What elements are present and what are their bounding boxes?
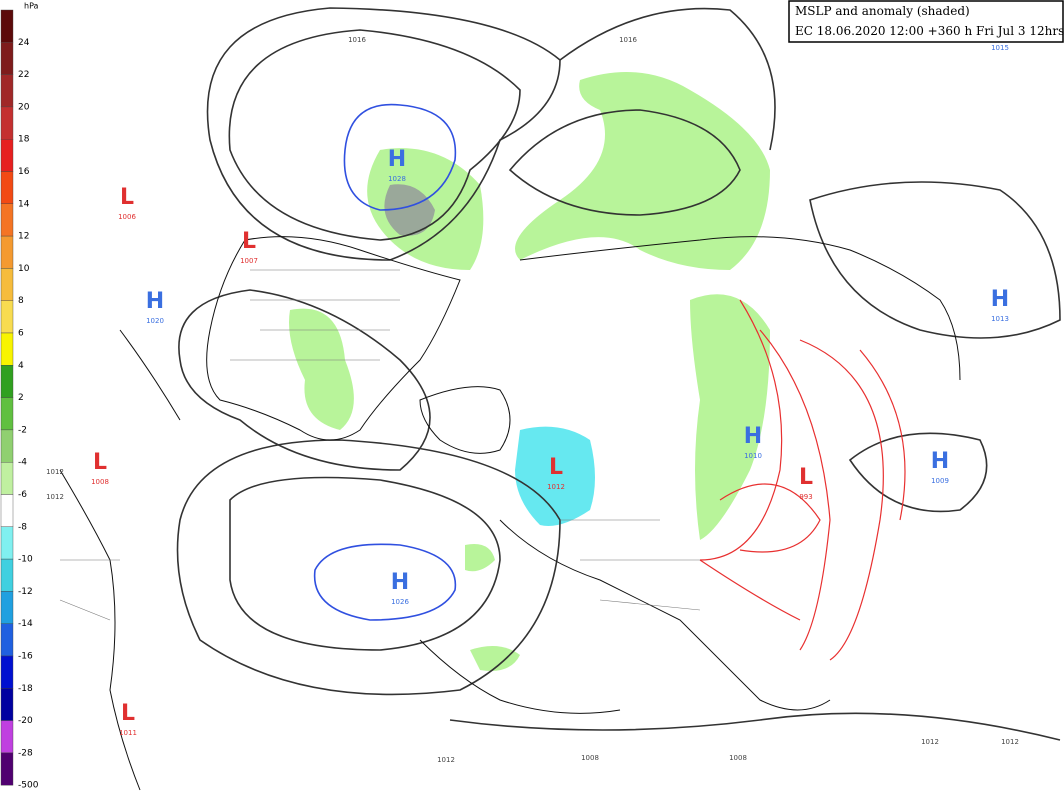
center-letter: H bbox=[146, 289, 164, 314]
isobar-label: 1015 bbox=[991, 44, 1009, 52]
legend-label: -4 bbox=[18, 458, 27, 468]
legend-swatch bbox=[0, 623, 14, 657]
legend-label: 8 bbox=[18, 296, 24, 306]
header-frame bbox=[788, 0, 1064, 43]
legend-swatch bbox=[0, 203, 14, 237]
legend-label: 20 bbox=[18, 102, 30, 112]
legend-swatch bbox=[0, 720, 14, 754]
center-letter: H bbox=[744, 424, 762, 449]
legend-label: 6 bbox=[18, 329, 24, 339]
header-title: MSLP and anomaly (shaded) bbox=[795, 4, 970, 18]
legend-swatch bbox=[0, 300, 14, 334]
strong-anomaly bbox=[384, 184, 435, 236]
isobar-label: 1008 bbox=[729, 754, 747, 762]
legend-label: -2 bbox=[18, 425, 27, 435]
center-value: 993 bbox=[799, 493, 812, 501]
legend-swatch bbox=[0, 235, 14, 269]
legend-label: -14 bbox=[18, 619, 33, 629]
legend-label: -18 bbox=[18, 684, 33, 694]
center-value: 1011 bbox=[119, 729, 137, 737]
legend-swatch bbox=[0, 526, 14, 560]
legend-label: -20 bbox=[18, 716, 33, 726]
isobar-label: 1012 bbox=[46, 493, 64, 501]
center-letter: L bbox=[799, 465, 813, 490]
isobar-label: 1016 bbox=[619, 36, 637, 44]
pressure-centers: H 1028 L 1006 L 1007 H 1020 H 1013 L 1012 H 1010 L 993 H… bbox=[91, 147, 1009, 737]
legend-label: -12 bbox=[18, 587, 33, 597]
legend-unit: hPa bbox=[24, 2, 39, 11]
isobar-label: 1012 bbox=[921, 738, 939, 746]
center-letter: L bbox=[121, 701, 135, 726]
isobar-label: 1012 bbox=[1001, 738, 1019, 746]
legend-label: -500 bbox=[18, 781, 39, 791]
isobar-label: 1012 bbox=[437, 756, 455, 764]
color-legend: hPa 24 22 20 18 16 14 12 10 8 6 4 2 -2 -4 -6 -8 -10 -12 -1… bbox=[0, 2, 39, 791]
legend-label: 12 bbox=[18, 232, 29, 242]
legend-swatch bbox=[0, 397, 14, 431]
center-letter: L bbox=[242, 229, 256, 254]
legend-swatch bbox=[0, 106, 14, 140]
legend-label: -16 bbox=[18, 652, 33, 662]
center-value: 1010 bbox=[744, 452, 762, 460]
isobar-labels: 1016 1016 1015 1012 1012 1012 1008 1008 1012 1012 bbox=[46, 36, 1019, 764]
legend-swatch bbox=[0, 429, 14, 463]
center-letter: H bbox=[931, 449, 949, 474]
legend-label: 4 bbox=[18, 361, 24, 371]
legend-swatch bbox=[0, 494, 14, 527]
legend-swatch bbox=[0, 365, 14, 398]
legend-swatch bbox=[0, 688, 14, 721]
isobars bbox=[176, 7, 1061, 741]
negative-anomaly bbox=[515, 426, 595, 526]
legend-label: 10 bbox=[18, 264, 30, 274]
legend-swatch bbox=[0, 462, 14, 495]
center-letter: L bbox=[120, 185, 134, 210]
legend-swatch bbox=[0, 752, 14, 786]
center-value: 1007 bbox=[240, 257, 258, 265]
center-letter: H bbox=[391, 570, 409, 595]
center-letter: L bbox=[93, 450, 107, 475]
legend-swatch bbox=[0, 138, 14, 172]
legend-label: 2 bbox=[18, 393, 24, 403]
legend-swatch bbox=[0, 268, 14, 301]
legend-label: 16 bbox=[18, 167, 30, 177]
low-contours bbox=[699, 299, 906, 661]
legend-label: 22 bbox=[18, 70, 29, 80]
legend-swatch bbox=[0, 655, 14, 689]
legend-swatch bbox=[0, 171, 14, 204]
center-value: 1008 bbox=[91, 478, 109, 486]
center-value: 1020 bbox=[146, 317, 164, 325]
center-value: 1012 bbox=[547, 483, 565, 491]
coastlines bbox=[59, 236, 961, 791]
center-letter: H bbox=[991, 287, 1009, 312]
header-run: EC 18.06.2020 12:00 +360 h Fri Jul 3 12h… bbox=[795, 24, 1064, 38]
legend-swatch bbox=[0, 9, 14, 43]
isobar-label: 1012 bbox=[46, 468, 64, 476]
center-value: 1026 bbox=[391, 598, 409, 606]
legend-label: 24 bbox=[18, 38, 30, 48]
isobar-label: 1016 bbox=[348, 36, 366, 44]
legend-label: -10 bbox=[18, 555, 33, 565]
center-letter: H bbox=[388, 147, 406, 172]
legend-label: -8 bbox=[18, 522, 27, 532]
center-value: 1009 bbox=[931, 477, 949, 485]
legend-swatch bbox=[0, 591, 14, 624]
center-value: 1013 bbox=[991, 315, 1009, 323]
legend-swatch bbox=[0, 42, 14, 75]
center-value: 1006 bbox=[118, 213, 136, 221]
legend-label: 14 bbox=[18, 199, 30, 209]
legend-label: 18 bbox=[18, 135, 30, 145]
legend-swatch bbox=[0, 558, 14, 592]
legend-label: -28 bbox=[18, 748, 33, 758]
header-box: MSLP and anomaly (shaded) EC 18.06.2020 … bbox=[788, 0, 1064, 43]
legend-swatch bbox=[0, 332, 14, 366]
center-value: 1028 bbox=[388, 175, 406, 183]
isobar-label: 1008 bbox=[581, 754, 599, 762]
center-letter: L bbox=[549, 455, 563, 480]
legend-label: -6 bbox=[18, 490, 27, 500]
legend-swatch bbox=[0, 74, 14, 108]
